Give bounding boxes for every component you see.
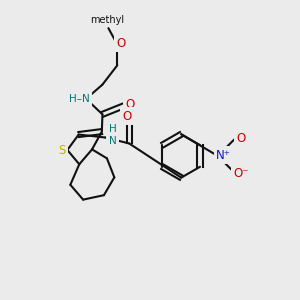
Text: N⁺: N⁺ [216, 149, 231, 162]
Text: S: S [58, 144, 66, 157]
Text: H–N: H–N [69, 94, 90, 104]
Text: O⁻: O⁻ [234, 167, 249, 180]
Text: H
N: H N [109, 124, 117, 146]
Text: methyl: methyl [90, 15, 124, 25]
Text: O: O [125, 98, 134, 111]
Text: O: O [116, 37, 125, 50]
Text: O: O [236, 132, 245, 145]
Text: O: O [122, 110, 131, 123]
